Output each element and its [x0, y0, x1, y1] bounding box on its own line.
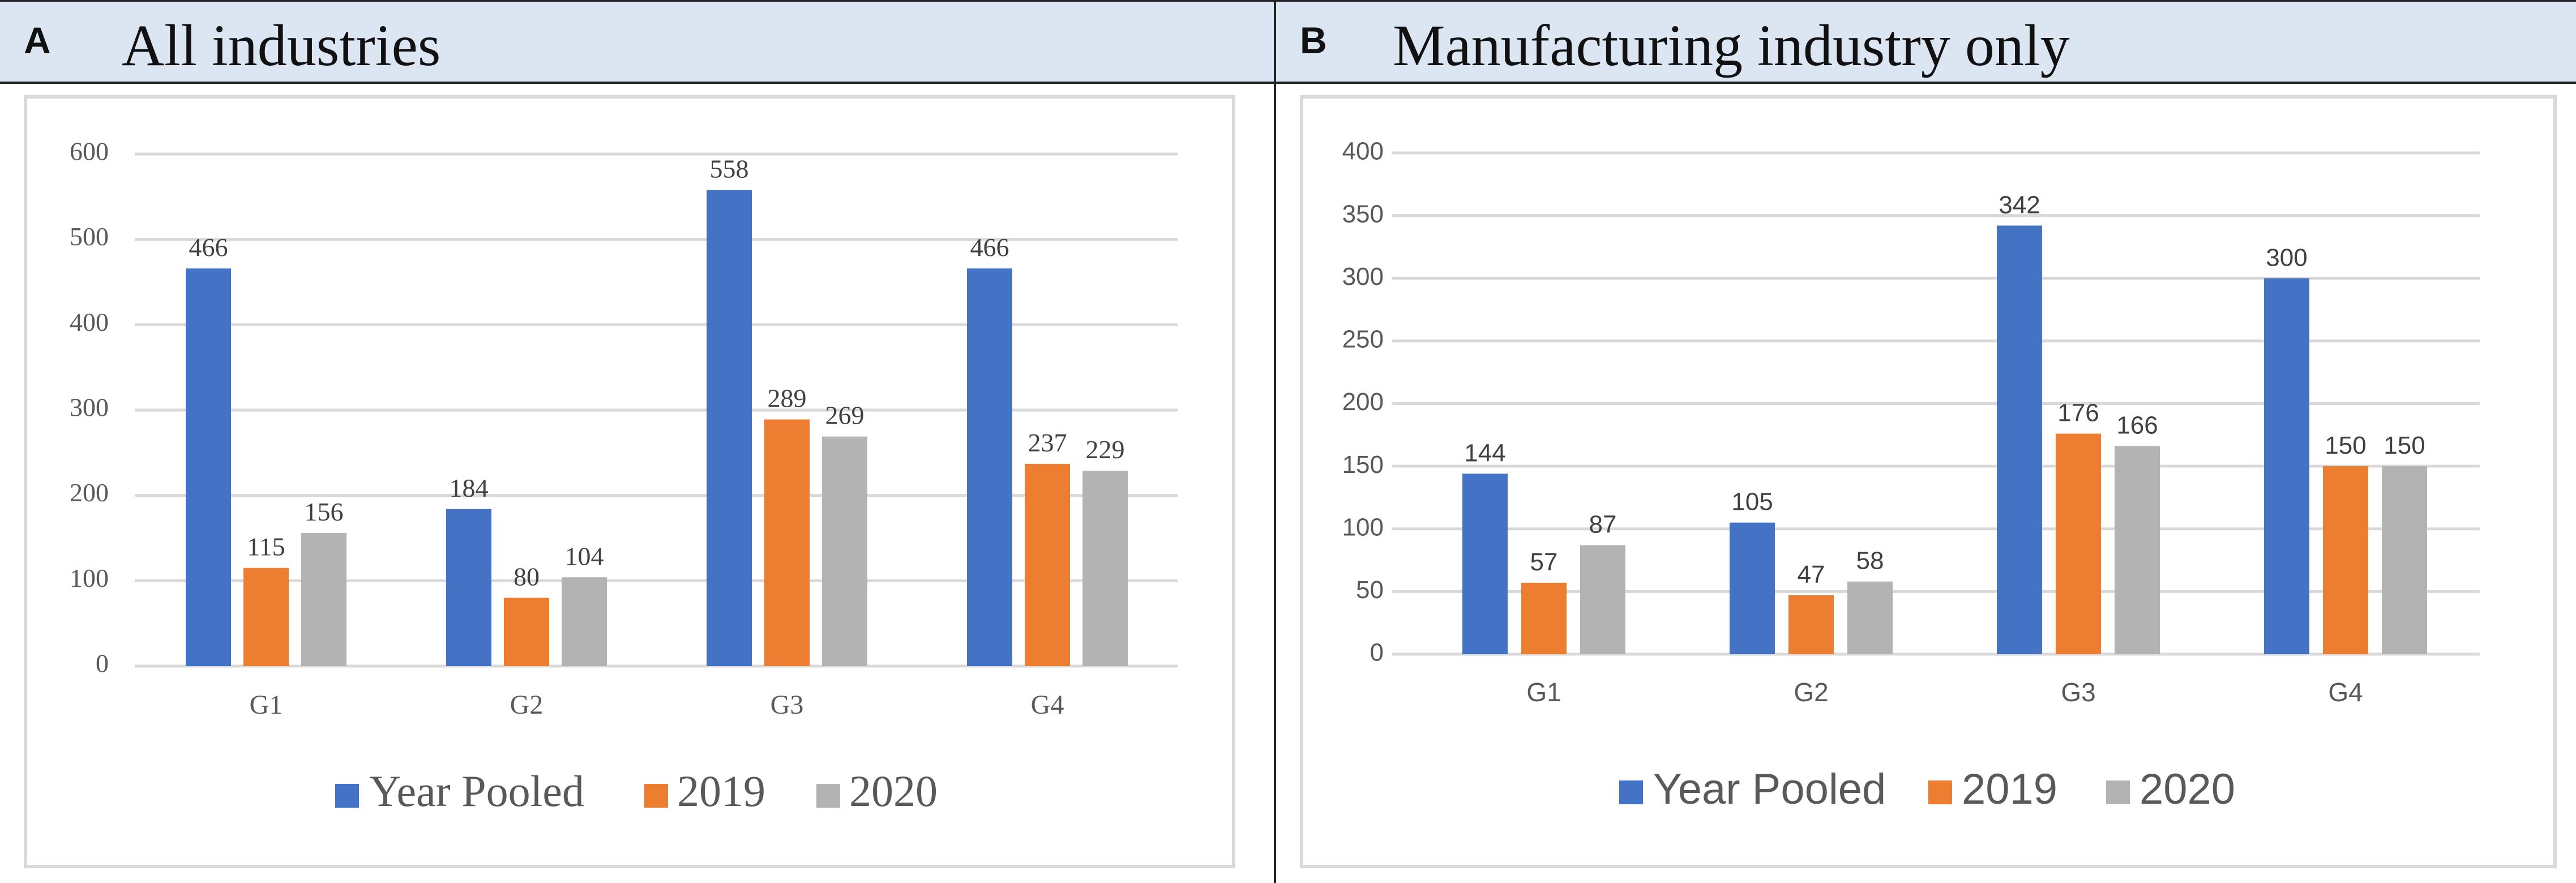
panel-divider [1274, 0, 1276, 883]
chart-a-ytick-label: 400 [70, 308, 109, 336]
chart-a-ytick-label: 300 [70, 393, 109, 422]
chart-b-bar [1730, 522, 1775, 654]
chart-b-data-label: 176 [2057, 399, 2099, 427]
chart-a-category-label: G1 [250, 690, 283, 720]
chart-a: 0 100 200 300 400 500 600 466 115 156 G1 184 80 104 G2… [70, 137, 1178, 816]
chart-b-ytick-label: 150 [1342, 451, 1384, 479]
chart-b-data-label: 105 [1731, 488, 1773, 516]
chart-b: 0 50 100 150 200 250 300 350 400 144 57 87 G1 105 47 58… [1342, 138, 2480, 813]
chart-a-data-label: 237 [1028, 428, 1067, 457]
chart-b-data-label: 87 [1589, 511, 1617, 539]
chart-a-data-label: 115 [247, 532, 285, 561]
chart-b-bar [1847, 581, 1893, 654]
chart-b-bar [2323, 466, 2368, 654]
chart-a-bar [504, 598, 549, 666]
chart-a-category-label: G4 [1031, 690, 1064, 720]
chart-b-bar [1580, 545, 1625, 654]
chart-b-category-label: G3 [2061, 677, 2095, 707]
chart-a-data-label: 229 [1086, 435, 1125, 464]
chart-b-bar [2382, 466, 2427, 654]
chart-a-legend-label: 2019 [677, 766, 765, 816]
chart-b-ytick-label: 50 [1356, 576, 1384, 604]
chart-a-ytick-label: 0 [96, 649, 109, 678]
chart-a-data-label: 80 [514, 562, 540, 591]
chart-b-bar [1462, 474, 1508, 654]
panel-b: B Manufacturing industry only 0 50 100 150 2… [1276, 0, 2576, 883]
chart-a-bar [822, 436, 867, 666]
chart-a-ytick-label: 200 [70, 478, 109, 507]
chart-a-bar [186, 268, 231, 667]
chart-b-ytick-label: 350 [1342, 200, 1384, 228]
chart-b-data-label: 342 [1999, 191, 2040, 219]
chart-a-data-label: 466 [970, 233, 1009, 262]
chart-a-category-label: G2 [510, 690, 544, 720]
chart-a-data-label: 289 [768, 384, 807, 413]
chart-b-ytick-label: 200 [1342, 388, 1384, 416]
chart-b-legend-swatch [2106, 780, 2130, 804]
chart-a-data-label: 104 [565, 541, 604, 570]
chart-b-legend-label: Year Pooled [1653, 765, 1886, 813]
panel-b-letter: B [1300, 19, 1327, 61]
chart-a-legend-swatch [644, 784, 668, 808]
chart-b-bar [2264, 278, 2309, 654]
chart-a-bar [243, 568, 289, 666]
panel-a-letter: A [24, 19, 51, 61]
chart-a-bar [707, 190, 752, 666]
chart-a-data-label: 156 [305, 497, 344, 526]
chart-b-legend-swatch [1928, 780, 1952, 804]
chart-a-data-label: 184 [450, 474, 489, 502]
chart-a-bar [301, 532, 346, 666]
chart-a-bar [446, 509, 491, 666]
chart-b-category-label: G2 [1794, 677, 1828, 707]
chart-a-legend-label: Year Pooled [369, 766, 584, 816]
chart-a-data-label: 558 [710, 154, 749, 183]
chart-b-data-label: 57 [1530, 548, 1558, 576]
chart-a-legend-swatch [335, 784, 359, 808]
chart-a-bar [562, 577, 607, 666]
chart-a-bar [1082, 470, 1128, 666]
chart-a-bar [764, 419, 810, 666]
chart-b-bar [1521, 582, 1567, 654]
chart-b-category-label: G1 [1526, 677, 1561, 707]
chart-a-category-label: G3 [771, 690, 804, 720]
panel-a-header: A All industries [0, 0, 1276, 84]
chart-b-ytick-label: 250 [1342, 326, 1384, 353]
chart-b-legend-swatch [1619, 780, 1643, 804]
chart-a-data-label: 269 [825, 401, 865, 430]
chart-a-ytick-label: 600 [70, 137, 109, 166]
panel-a-title: All industries [122, 13, 441, 78]
chart-a-data-label: 466 [189, 233, 228, 262]
chart-b-data-label: 150 [2384, 432, 2425, 459]
chart-b-ytick-label: 400 [1342, 138, 1384, 165]
chart-b-data-label: 150 [2325, 432, 2366, 459]
chart-b-bar [2115, 446, 2160, 654]
chart-b-ytick-label: 0 [1370, 639, 1384, 667]
chart-b-bar [2056, 433, 2101, 654]
panel-a: A All industries 0 100 200 300 400 500 600 466 1… [0, 0, 1276, 883]
panel-b-header: B Manufacturing industry only [1276, 0, 2576, 84]
chart-a-bar [1025, 463, 1070, 666]
chart-b-ytick-label: 100 [1342, 513, 1384, 541]
chart-b-data-label: 47 [1798, 561, 1825, 588]
chart-b-ytick-label: 300 [1342, 263, 1384, 291]
chart-b-data-label: 166 [2116, 412, 2158, 440]
chart-b-data-label: 144 [1464, 439, 1505, 467]
chart-b-legend-label: 2020 [2139, 765, 2235, 813]
chart-b-bar [1788, 595, 1834, 654]
chart-b-bar [1997, 225, 2042, 654]
chart-a-ytick-label: 500 [70, 222, 109, 251]
chart-a-legend-swatch [816, 784, 840, 808]
chart-a-ytick-label: 100 [70, 564, 109, 592]
panel-b-title: Manufacturing industry only [1393, 13, 2070, 78]
chart-a-legend-label: 2020 [849, 766, 938, 816]
chart-b-legend-label: 2019 [1962, 765, 2057, 813]
chart-a-bar [967, 268, 1012, 667]
chart-b-data-label: 300 [2266, 244, 2307, 271]
chart-b-data-label: 58 [1856, 547, 1884, 575]
chart-b-category-label: G4 [2328, 677, 2363, 707]
